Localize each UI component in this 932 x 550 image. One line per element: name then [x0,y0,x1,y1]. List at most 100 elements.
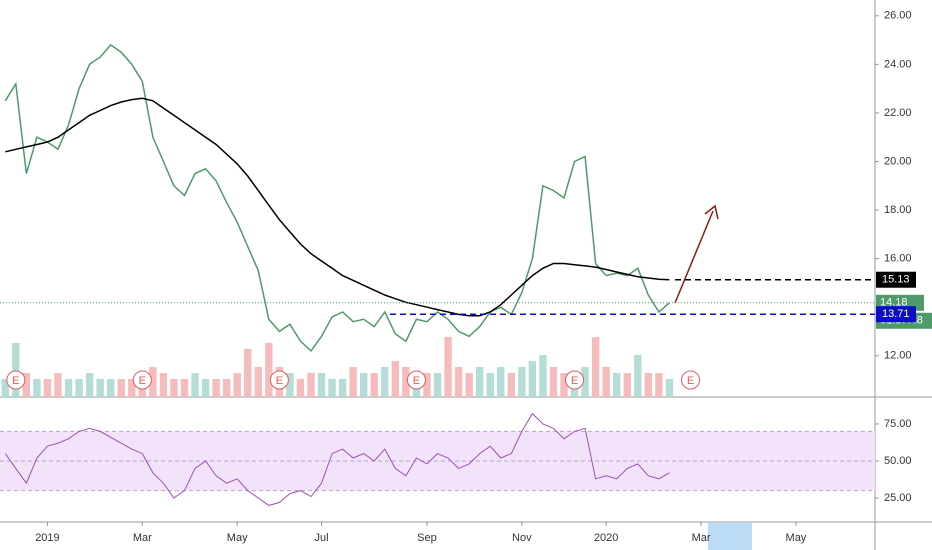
volume-bar [107,379,115,397]
level-box [876,271,916,288]
volume-bar [591,337,600,397]
volume-bar [96,379,104,397]
volume-bar [85,373,94,397]
earnings-label: E [139,375,146,387]
level-label: 15.13 [882,274,910,286]
volume-bar [665,379,674,397]
arrow-head [704,204,719,220]
volume-bar [1,379,9,397]
volume-bar [560,373,568,397]
x-tick-label: May [227,532,248,544]
x-tick-label: Mar [692,532,711,544]
earnings-label: E [687,375,694,387]
volume-bar [507,373,515,397]
earnings-label: E [12,375,19,387]
rsi-tick-label: 50.00 [884,455,912,467]
volume-bar [54,373,62,397]
volume-bar [444,337,452,397]
ma-line [5,97,670,317]
earnings-marker [565,370,585,390]
x-tick-label: May [786,532,807,544]
volume-bar [602,367,610,397]
volume-bar [497,367,505,397]
volume-bar [349,367,357,397]
volume-bar [338,379,347,397]
earnings-marker [406,370,426,390]
volume-bar [159,373,168,397]
volume-bar [75,379,83,397]
volume-bar [33,379,41,397]
volume-bar [539,355,547,397]
volume-bar [623,373,631,397]
volume-bar [518,367,526,397]
volume-bar [370,373,378,397]
volume-bar [360,373,368,397]
volume-bar [191,373,199,397]
y-tick-label: 20.00 [884,155,912,167]
time-highlight [708,523,752,550]
volume-bar [286,373,294,397]
volume-bar [475,367,484,397]
y-tick-label: 12.00 [884,350,912,362]
x-tick-label: Mar [133,532,152,544]
y-tick-label: 22.00 [884,107,912,119]
rsi-tick-label: 75.00 [884,418,912,430]
earnings-marker [6,370,26,390]
y-tick-label: 16.00 [884,253,912,265]
volume-bar [170,379,178,397]
volume-bar [22,373,31,397]
x-tick-label: Nov [512,532,532,544]
earnings-marker [269,370,289,390]
volume-bar [12,343,20,397]
volume-bar [549,367,558,397]
price-line [4,43,670,353]
volume-bar [433,373,442,397]
volume-bar [581,367,589,397]
volume-bar [222,379,231,397]
volume-bar [307,373,315,397]
x-tick-label: Jul [315,532,329,544]
rsi-tick-label: 25.00 [884,492,912,504]
volume-bar [391,361,400,397]
volume-bar [634,355,642,397]
volume-bar [423,373,431,397]
volume-bar [265,343,273,397]
earnings-label: E [276,375,283,387]
y-tick-label: 24.00 [884,58,912,70]
volume-bar [233,373,241,397]
earnings-label: E [413,375,420,387]
volume-bar [381,367,389,397]
volume-bar [655,373,663,397]
volume-bar [128,379,136,397]
volume-bar [149,367,157,397]
rsi-line [4,412,670,506]
earnings-marker [132,370,152,390]
arrow-line [674,210,714,304]
volume-bar [317,373,326,397]
volume-bar [328,379,336,397]
volume-bar [644,373,653,397]
volume-bar [180,379,189,397]
x-tick-label: Sep [417,532,437,544]
volume-bar [212,379,220,397]
earnings-label: E [571,375,578,387]
y-tick-label: 18.00 [884,204,912,216]
volume-bar [528,361,537,397]
last-price-label: 14.18 [880,297,908,309]
y-tick-label: 26.00 [884,10,912,22]
volume-bar [402,367,410,397]
x-tick-label: 2019 [35,532,59,544]
volume-bar [117,379,125,397]
volume-bar [296,379,305,397]
volume-bar [486,373,494,397]
level-label: 13.71 [882,308,910,320]
volume-bar [465,373,473,397]
volume-bar [201,379,210,397]
x-tick-label: 2020 [594,532,618,544]
volume-bar [43,379,52,397]
volume-bar [244,349,252,397]
level-box [876,306,916,323]
volume-bar [613,373,621,397]
volume-bar [454,367,463,397]
